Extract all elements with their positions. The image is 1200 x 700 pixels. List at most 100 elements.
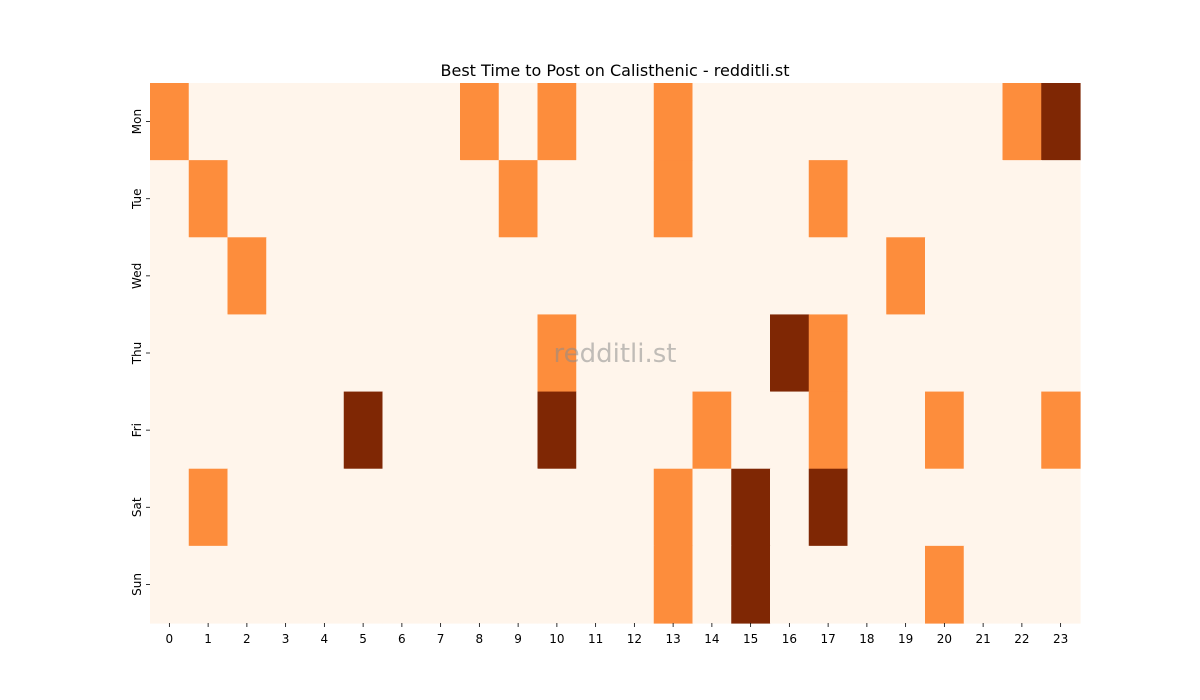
heatmap-cell-sun-16	[770, 545, 810, 624]
heatmap-cell-tue-23	[1041, 160, 1081, 238]
heatmap-cell-thu-9	[498, 314, 539, 393]
heatmap-cell-mon-22	[1002, 83, 1042, 161]
heatmap-cell-fri-13	[653, 391, 694, 470]
heatmap-cell-fri-18	[847, 391, 887, 470]
heatmap-cell-wed-2	[227, 237, 267, 316]
watermark: redditli.st	[554, 339, 677, 369]
heatmap-cell-wed-14	[692, 237, 732, 316]
x-tick-label: 20	[937, 632, 952, 646]
heatmap-cell-wed-16	[770, 237, 810, 316]
heatmap-cell-tue-2	[227, 160, 267, 238]
heatmap-cell-sun-8	[460, 545, 500, 624]
heatmap-cell-tue-5	[343, 160, 384, 238]
heatmap-cell-sun-13	[653, 545, 694, 624]
heatmap-cell-mon-6	[382, 83, 422, 161]
x-tick-label: 4	[321, 632, 329, 646]
heatmap-cell-sun-4	[305, 545, 345, 624]
y-tick-label: Fri	[130, 423, 144, 437]
heatmap-cell-sun-0	[150, 545, 190, 624]
heatmap-cell-sat-10	[537, 468, 577, 547]
heatmap-cell-tue-7	[421, 160, 461, 238]
x-tick-label: 7	[437, 632, 445, 646]
heatmap-cell-thu-19	[886, 314, 926, 393]
heatmap-cell-fri-22	[1002, 391, 1042, 470]
heatmap-cell-sun-9	[498, 545, 539, 624]
heatmap-cell-thu-0	[150, 314, 190, 393]
heatmap-cell-wed-8	[460, 237, 500, 316]
x-tick-label: 22	[1014, 632, 1029, 646]
heatmap-cell-mon-18	[847, 83, 887, 161]
heatmap-cell-sat-20	[925, 468, 965, 547]
heatmap-cell-mon-1	[188, 83, 229, 161]
heatmap-cell-thu-13	[653, 314, 694, 393]
heatmap-cell-fri-21	[963, 391, 1004, 470]
heatmap-cell-tue-22	[1002, 160, 1042, 238]
x-tick-label: 6	[398, 632, 406, 646]
heatmap-cell-sun-11	[576, 545, 616, 624]
heatmap-cell-thu-4	[305, 314, 345, 393]
heatmap-cell-sun-22	[1002, 545, 1042, 624]
x-tick-label: 3	[282, 632, 290, 646]
heatmap-cell-wed-23	[1041, 237, 1081, 316]
heatmap-cell-sun-6	[382, 545, 422, 624]
heatmap-cell-wed-18	[847, 237, 887, 316]
heatmap-cell-sat-15	[731, 468, 771, 547]
heatmap-cell-mon-11	[576, 83, 616, 161]
heatmap-cell-thu-17	[808, 314, 849, 393]
y-tick-label: Mon	[130, 109, 144, 134]
heatmap-cell-wed-4	[305, 237, 345, 316]
heatmap-cell-thu-20	[925, 314, 965, 393]
heatmap-cell-sun-12	[615, 545, 655, 624]
x-tick-label: 5	[359, 632, 367, 646]
heatmap-cell-thu-5	[343, 314, 384, 393]
heatmap-cell-sat-2	[227, 468, 267, 547]
heatmap-cell-mon-16	[770, 83, 810, 161]
heatmap-cell-thu-16	[770, 314, 810, 393]
heatmap-cell-tue-15	[731, 160, 771, 238]
heatmap-cell-fri-19	[886, 391, 926, 470]
heatmap-cell-thu-11	[576, 314, 616, 393]
heatmap-cell-mon-20	[925, 83, 965, 161]
chart-title: Best Time to Post on Calisthenic - reddi…	[441, 61, 790, 80]
heatmap-cell-mon-12	[615, 83, 655, 161]
heatmap-cell-fri-3	[266, 391, 306, 470]
heatmap-cell-mon-5	[343, 83, 384, 161]
heatmap-cell-mon-10	[537, 83, 577, 161]
heatmap-cell-thu-1	[188, 314, 229, 393]
x-tick-label: 23	[1053, 632, 1068, 646]
y-tick-label: Thu	[130, 342, 144, 366]
heatmap-cell-fri-20	[925, 391, 965, 470]
x-tick-label: 8	[476, 632, 484, 646]
x-tick-label: 14	[704, 632, 719, 646]
heatmap-cell-fri-2	[227, 391, 267, 470]
heatmap-cell-fri-6	[382, 391, 422, 470]
heatmap-cell-sun-18	[847, 545, 887, 624]
heatmap-cell-mon-15	[731, 83, 771, 161]
x-tick-label: 18	[859, 632, 874, 646]
heatmap-cell-tue-18	[847, 160, 887, 238]
heatmap-cell-tue-1	[188, 160, 229, 238]
heatmap-cell-sat-9	[498, 468, 539, 547]
heatmap-cell-mon-23	[1041, 83, 1081, 161]
heatmap-cell-sun-15	[731, 545, 771, 624]
heatmap-cell-wed-19	[886, 237, 926, 316]
heatmap-cell-wed-5	[343, 237, 384, 316]
heatmap-cell-fri-7	[421, 391, 461, 470]
heatmap-cell-fri-16	[770, 391, 810, 470]
heatmap-cell-sun-2	[227, 545, 267, 624]
heatmap-cell-tue-16	[770, 160, 810, 238]
heatmap-cell-sat-11	[576, 468, 616, 547]
heatmap-cell-mon-8	[460, 83, 500, 161]
heatmap-cell-fri-11	[576, 391, 616, 470]
heatmap-cell-thu-18	[847, 314, 887, 393]
heatmap-cell-tue-8	[460, 160, 500, 238]
heatmap-cell-sun-14	[692, 545, 732, 624]
heatmap-cell-sun-3	[266, 545, 306, 624]
heatmap-cell-thu-3	[266, 314, 306, 393]
heatmap-cell-tue-9	[498, 160, 539, 238]
heatmap-cell-tue-12	[615, 160, 655, 238]
heatmap-cell-tue-4	[305, 160, 345, 238]
heatmap-cell-tue-0	[150, 160, 190, 238]
heatmap-cell-sun-21	[963, 545, 1004, 624]
heatmap-cell-mon-21	[963, 83, 1004, 161]
